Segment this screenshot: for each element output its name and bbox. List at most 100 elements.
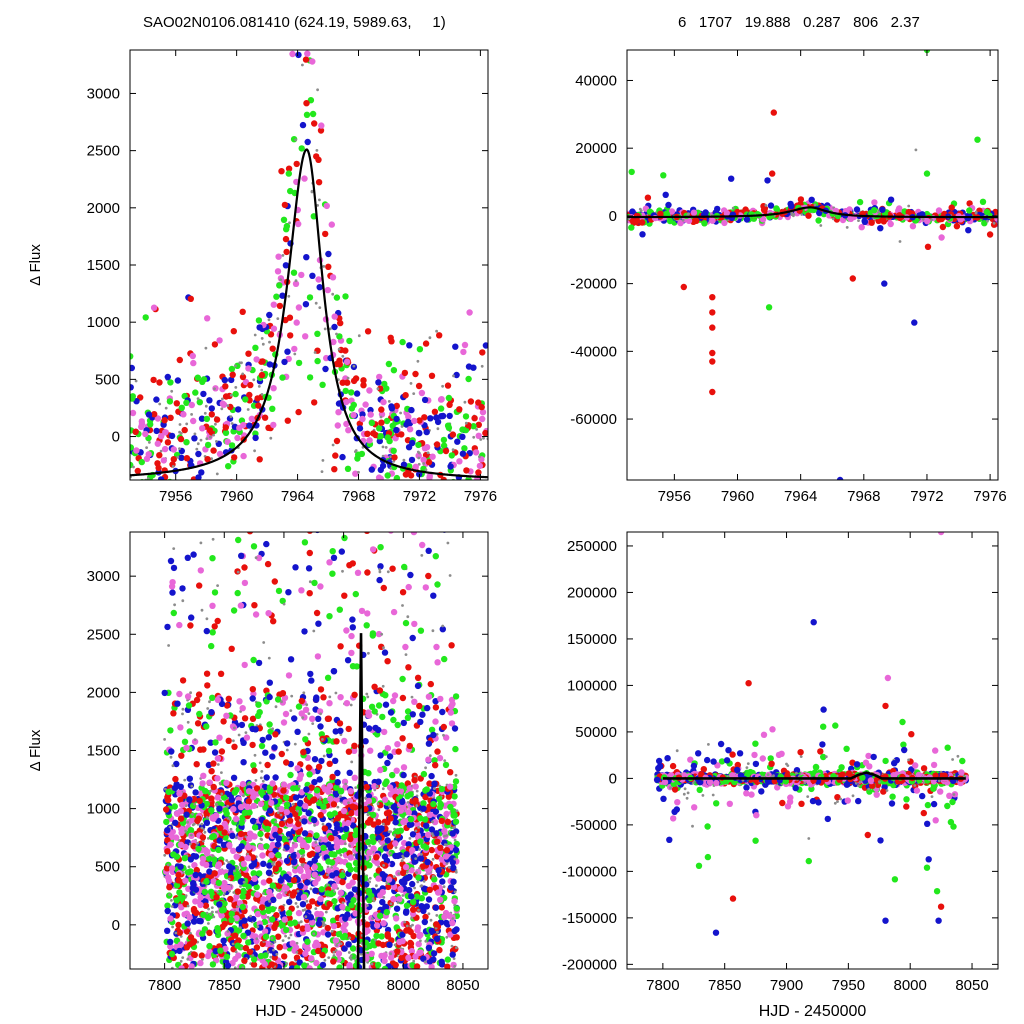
data-point (164, 927, 171, 934)
data-point (222, 893, 226, 897)
data-point (209, 629, 216, 636)
data-point (143, 483, 149, 489)
data-point (280, 700, 283, 704)
data-point (365, 838, 372, 846)
data-point (286, 817, 294, 824)
data-point (880, 216, 887, 223)
data-point (308, 677, 315, 684)
data-point (377, 385, 384, 392)
data-point (465, 375, 472, 383)
data-point (476, 462, 484, 470)
data-point (406, 742, 413, 750)
data-point (238, 552, 245, 559)
data-point (220, 718, 227, 725)
data-point (759, 216, 767, 223)
data-point (349, 822, 357, 829)
data-point (983, 208, 991, 216)
data-point (334, 691, 338, 695)
data-point (426, 451, 430, 455)
data-point (428, 963, 435, 969)
data-point (437, 896, 444, 903)
data-point (245, 883, 252, 891)
data-point (709, 309, 716, 316)
data-point (376, 802, 380, 806)
data-point (346, 376, 350, 380)
data-point (431, 818, 439, 826)
data-point (400, 764, 408, 771)
data-point (448, 485, 454, 491)
data-point (199, 855, 207, 863)
data-point (377, 752, 384, 759)
data-point (366, 849, 373, 856)
data-point (284, 348, 291, 355)
data-point (423, 504, 429, 510)
data-point (393, 402, 400, 410)
data-point (130, 409, 137, 417)
data-point (290, 858, 298, 866)
data-point (424, 831, 432, 839)
data-point (364, 430, 371, 437)
data-point (432, 904, 440, 911)
data-point (465, 478, 472, 480)
data-point (407, 571, 414, 579)
data-point (284, 740, 291, 747)
data-point (377, 563, 384, 570)
data-point (192, 853, 200, 860)
data-point (176, 889, 183, 896)
data-point (269, 882, 276, 889)
data-point (263, 540, 270, 548)
data-point (233, 909, 237, 913)
data-point (236, 570, 240, 574)
data-point (295, 51, 302, 59)
data-point (379, 713, 386, 721)
data-point (261, 779, 265, 783)
data-point (383, 417, 391, 425)
data-point (344, 465, 352, 472)
data-point (414, 682, 422, 690)
data-point (346, 769, 353, 776)
data-point (966, 200, 973, 207)
data-point (352, 470, 359, 477)
data-point (303, 111, 311, 119)
data-point (226, 404, 230, 407)
data-point (164, 902, 171, 909)
data-point (709, 294, 716, 301)
data-point (250, 802, 258, 810)
data-point (966, 207, 973, 214)
data-point (222, 945, 229, 952)
data-point (234, 942, 241, 949)
data-point (422, 462, 425, 465)
data-point (376, 425, 383, 432)
data-point (245, 939, 252, 946)
data-point (432, 762, 439, 769)
data-point (938, 234, 945, 241)
data-point (424, 468, 428, 472)
data-point (369, 630, 377, 637)
data-point (173, 882, 181, 889)
data-point (254, 779, 258, 782)
data-point (342, 293, 349, 300)
data-point (393, 426, 400, 434)
data-point (305, 903, 313, 910)
data-point (261, 918, 268, 926)
data-point (445, 861, 449, 865)
data-point (180, 483, 183, 486)
data-point (218, 700, 226, 708)
data-point (318, 886, 325, 893)
data-point (167, 938, 174, 946)
data-point (183, 811, 190, 818)
data-point (831, 217, 835, 221)
x-tick-label: 7964 (281, 488, 314, 505)
data-point (246, 422, 253, 429)
data-point (295, 408, 302, 416)
data-point (390, 367, 398, 374)
data-point (405, 413, 412, 420)
data-point (315, 149, 319, 152)
data-point (255, 937, 259, 941)
data-point (413, 886, 416, 890)
data-point (181, 426, 188, 434)
data-point (280, 719, 288, 726)
data-point (325, 747, 333, 755)
data-point (345, 882, 352, 890)
data-point (447, 769, 454, 776)
